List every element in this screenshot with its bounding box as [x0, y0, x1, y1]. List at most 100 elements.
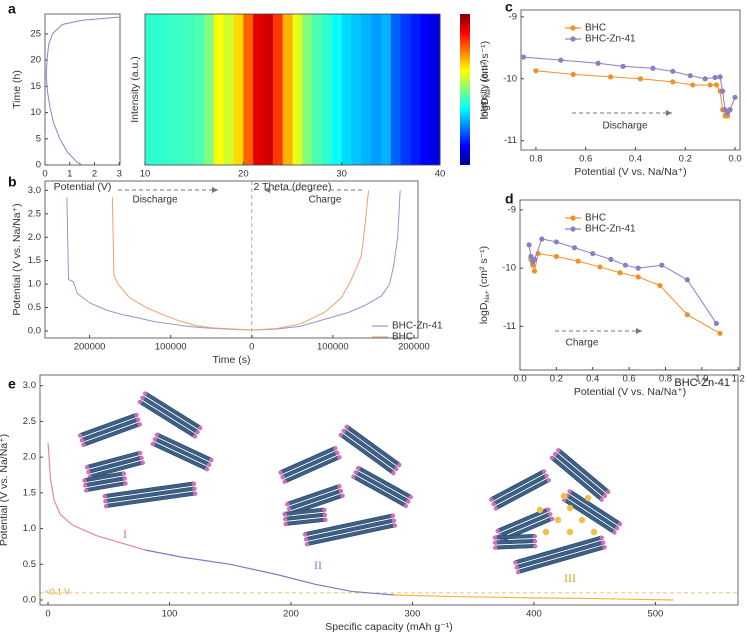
y-tick-label: 3.0 — [28, 185, 41, 196]
data-point — [571, 245, 578, 251]
data-point — [650, 65, 656, 71]
annotation: Discharge — [132, 195, 177, 206]
data-point — [597, 264, 603, 270]
data-point — [717, 74, 723, 80]
heatmap-cell — [213, 14, 225, 165]
sodium-site — [491, 501, 496, 507]
heatmap-cell — [174, 14, 185, 165]
annotation: Charge — [566, 338, 599, 349]
sodium-site — [286, 506, 292, 512]
data-point — [595, 60, 601, 66]
sodium-site — [617, 521, 623, 527]
series-line — [45, 16, 120, 166]
carbon-sheet — [492, 534, 538, 550]
x-axis-label: Potential (V vs. Na/Na⁺) — [574, 166, 686, 178]
legend-label: BHC — [585, 213, 606, 224]
data-point — [539, 236, 545, 242]
carbon-sheet — [282, 507, 328, 527]
sodium-site — [602, 493, 608, 499]
carbon-sheet — [351, 465, 413, 509]
heatmap-cell — [223, 14, 234, 165]
heatmap-cell — [410, 14, 421, 165]
graphene-layer — [281, 450, 339, 479]
data-point — [702, 76, 708, 82]
heatmap-cell — [194, 14, 205, 165]
y-tick-label: 25 — [30, 28, 41, 39]
x-tick-label: 1 — [67, 169, 72, 180]
x-tick-label: 400 — [526, 609, 542, 620]
sodium-site — [335, 450, 340, 455]
y-axis-label: logDNa+ (cm² s⁻¹) — [479, 41, 492, 119]
y-axis-label-main: Time (h) — [11, 70, 23, 109]
y-tick-label: 0.0 — [28, 325, 41, 336]
legend-label: BHC — [585, 23, 606, 34]
data-point — [590, 250, 596, 257]
carbon-cluster — [77, 391, 214, 509]
y-tick-label: 1.5 — [28, 255, 41, 266]
sodium-site — [135, 417, 141, 422]
sodium-site — [122, 476, 127, 481]
x-tick-label: 0.0 — [728, 154, 741, 165]
y-axis-label: Potential (V vs. Na/Na⁺) — [0, 434, 10, 546]
sodium-site — [142, 391, 148, 396]
legend-label: BHC-Zn-41 — [585, 34, 636, 45]
sodium-site — [195, 430, 200, 435]
y-tick-label: 0 — [36, 160, 41, 171]
x-tick-label: 20 — [238, 169, 249, 180]
legend-marker — [570, 36, 576, 42]
sodium-site — [546, 507, 551, 512]
sodium-site — [392, 523, 398, 528]
x-tick-label: 0.4 — [629, 154, 642, 165]
sodium-cluster — [584, 494, 592, 502]
sodium-site — [322, 507, 327, 513]
legend-marker — [570, 25, 576, 31]
sodium-site — [337, 455, 342, 460]
carbon-sheet — [82, 471, 128, 493]
carbon-sheet — [302, 513, 398, 547]
y-tick-label: 15 — [30, 81, 41, 92]
sodium-site — [599, 497, 604, 502]
x-tick-label: 100000 — [155, 342, 187, 353]
sodium-site — [351, 474, 356, 480]
sodium-site — [322, 512, 328, 518]
sodium-site — [532, 534, 538, 539]
y-axis-label-main: logD — [478, 302, 490, 324]
data-point — [670, 68, 676, 74]
sodium-site — [546, 478, 552, 483]
y-axis-label-sub: Na+ — [485, 85, 492, 97]
carbon-sheet — [549, 448, 611, 502]
data-point — [687, 73, 693, 79]
sodium-site — [137, 422, 143, 427]
graphene-layer — [565, 493, 619, 530]
series-line — [66, 190, 401, 331]
x-tick-label: 0.8 — [529, 154, 542, 165]
x-tick-label: 0.8 — [659, 374, 672, 385]
sodium-cluster — [554, 516, 562, 524]
carbon-sheet — [102, 481, 198, 509]
carbon-sheet — [137, 391, 203, 439]
y-tick-label: -10 — [503, 73, 517, 84]
data-point — [570, 71, 576, 78]
panel-label: a — [8, 1, 16, 17]
data-point — [713, 82, 719, 88]
sodium-site — [198, 425, 203, 431]
sodium-site — [513, 560, 518, 565]
x-tick-label: 100 — [162, 609, 178, 620]
sodium-site — [333, 446, 338, 451]
y-tick-label: 0.5 — [28, 302, 41, 313]
carbon-sheet — [561, 489, 623, 535]
sodium-site — [206, 462, 212, 467]
sodium-site — [154, 432, 160, 437]
sodium-site — [550, 516, 555, 522]
graphene-layer — [498, 512, 552, 538]
annotation: III — [564, 571, 576, 585]
x-tick-label: 0.0 — [513, 374, 526, 385]
arrow-head — [264, 187, 270, 193]
data-point — [707, 82, 713, 88]
heatmap-cell — [292, 14, 303, 165]
sodium-site — [492, 545, 498, 550]
sodium-site — [303, 537, 309, 542]
sodium-site — [285, 502, 290, 507]
x-tick-label: 10 — [140, 169, 151, 180]
sodium-site — [394, 466, 399, 472]
